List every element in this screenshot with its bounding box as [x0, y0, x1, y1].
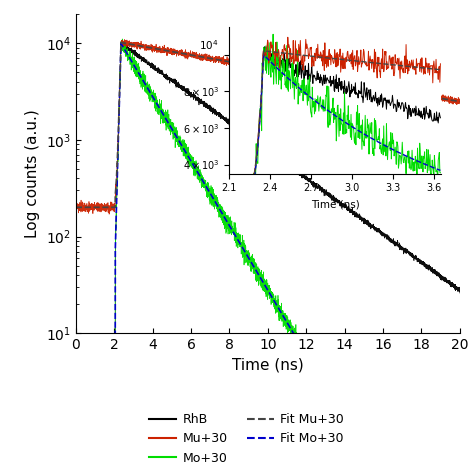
X-axis label: Time (ns): Time (ns): [232, 357, 304, 373]
Y-axis label: Log counts (a.u.): Log counts (a.u.): [25, 109, 40, 238]
Text: $10^4$: $10^4$: [200, 39, 219, 52]
X-axis label: Time (ns): Time (ns): [310, 199, 359, 209]
Legend: RhB, Mu+30, Mo+30, Fit Mu+30, Fit Mo+30: RhB, Mu+30, Mo+30, Fit Mu+30, Fit Mo+30: [144, 408, 349, 470]
